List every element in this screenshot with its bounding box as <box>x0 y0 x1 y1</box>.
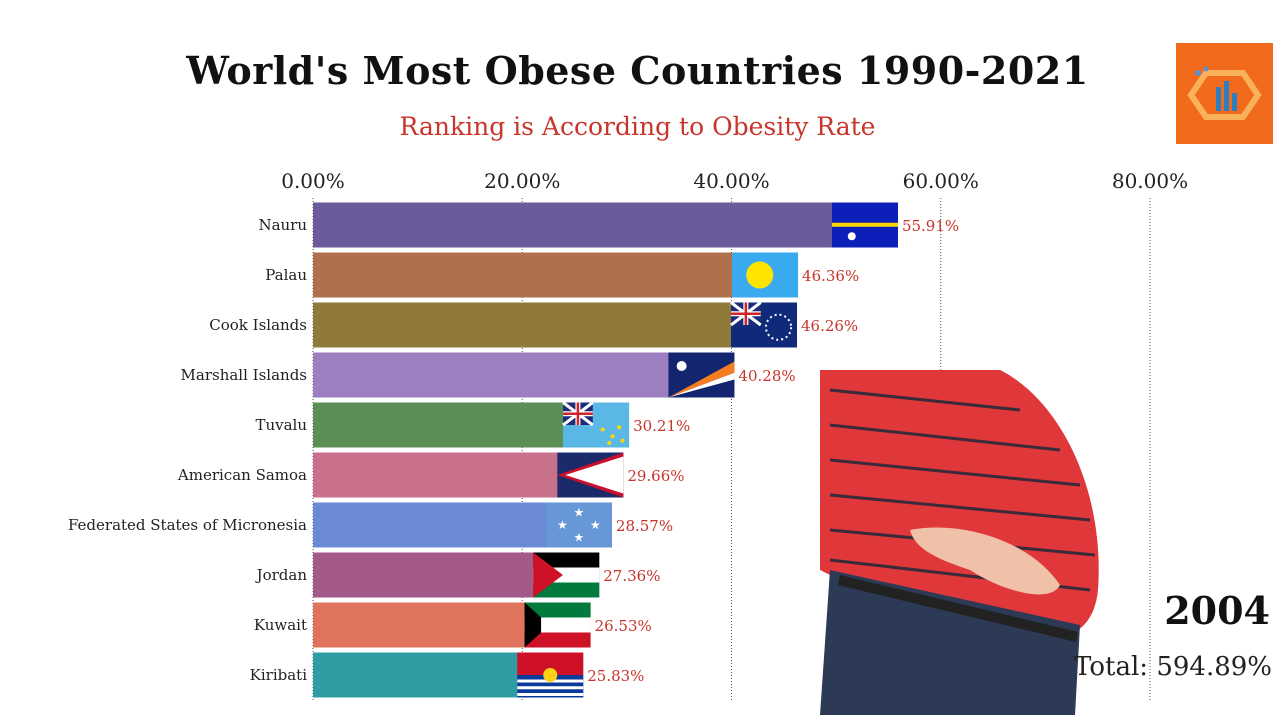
category-label: Cook Islands <box>209 316 307 334</box>
category-label: Nauru <box>258 216 307 234</box>
value-label: 25.83% <box>587 667 644 685</box>
total-label: Total: 594.89% <box>1074 652 1272 682</box>
kuwait-flag-icon <box>524 602 591 648</box>
value-label: 27.36% <box>603 567 660 585</box>
value-label: 46.36% <box>802 267 859 285</box>
svg-text:★: ★ <box>557 518 568 532</box>
category-label: Jordan <box>255 566 308 584</box>
bar <box>313 352 735 398</box>
value-label: 26.53% <box>595 617 652 635</box>
svg-text:★: ★ <box>574 531 585 545</box>
tuvalu-flag-icon <box>562 401 630 448</box>
svg-text:★: ★ <box>574 505 585 519</box>
category-label: American Samoa <box>177 466 307 484</box>
value-label: 29.66% <box>627 467 684 485</box>
overweight-man-photo <box>820 370 1099 715</box>
nauru-flag-icon <box>831 202 898 248</box>
category-label: Kuwait <box>254 616 307 634</box>
cook-islands-flag-icon <box>730 301 797 348</box>
micronesia-flag-icon: ★ ★ ★ ★ <box>545 502 612 548</box>
x-tick-label: 20.00% <box>484 169 560 193</box>
category-label: Tuvalu <box>255 416 307 434</box>
category-label: Palau <box>265 266 307 284</box>
palau-flag-icon <box>732 252 799 298</box>
logo-icon <box>1176 43 1273 144</box>
year-label: 2004 <box>1164 588 1270 633</box>
value-label: 28.57% <box>616 517 673 535</box>
value-label: 40.28% <box>738 367 795 385</box>
chart-title: World's Most Obese Countries 1990-2021 <box>186 48 1089 93</box>
x-tick-label: 60.00% <box>903 169 979 193</box>
x-tick-label: 0.00% <box>281 169 345 193</box>
chart-subtitle: Ranking is According to Obesity Rate <box>399 112 876 141</box>
bar <box>313 302 797 348</box>
svg-text:★: ★ <box>590 518 601 532</box>
bar <box>313 202 898 248</box>
category-label: Kiribati <box>250 666 308 684</box>
american-samoa-flag-icon <box>557 452 624 498</box>
x-tick-label: 80.00% <box>1112 169 1188 193</box>
jordan-flag-icon <box>533 552 600 598</box>
x-tick-label: 40.00% <box>693 169 769 193</box>
category-label: Marshall Islands <box>181 366 307 384</box>
value-label: 46.26% <box>801 317 858 335</box>
bar <box>313 252 799 298</box>
kiribati-flag-icon <box>517 652 584 698</box>
category-label: Federated States of Micronesia <box>68 516 307 534</box>
value-label: 30.21% <box>633 417 690 435</box>
value-label: 55.91% <box>902 217 959 235</box>
marshall-islands-flag-icon <box>668 352 735 398</box>
